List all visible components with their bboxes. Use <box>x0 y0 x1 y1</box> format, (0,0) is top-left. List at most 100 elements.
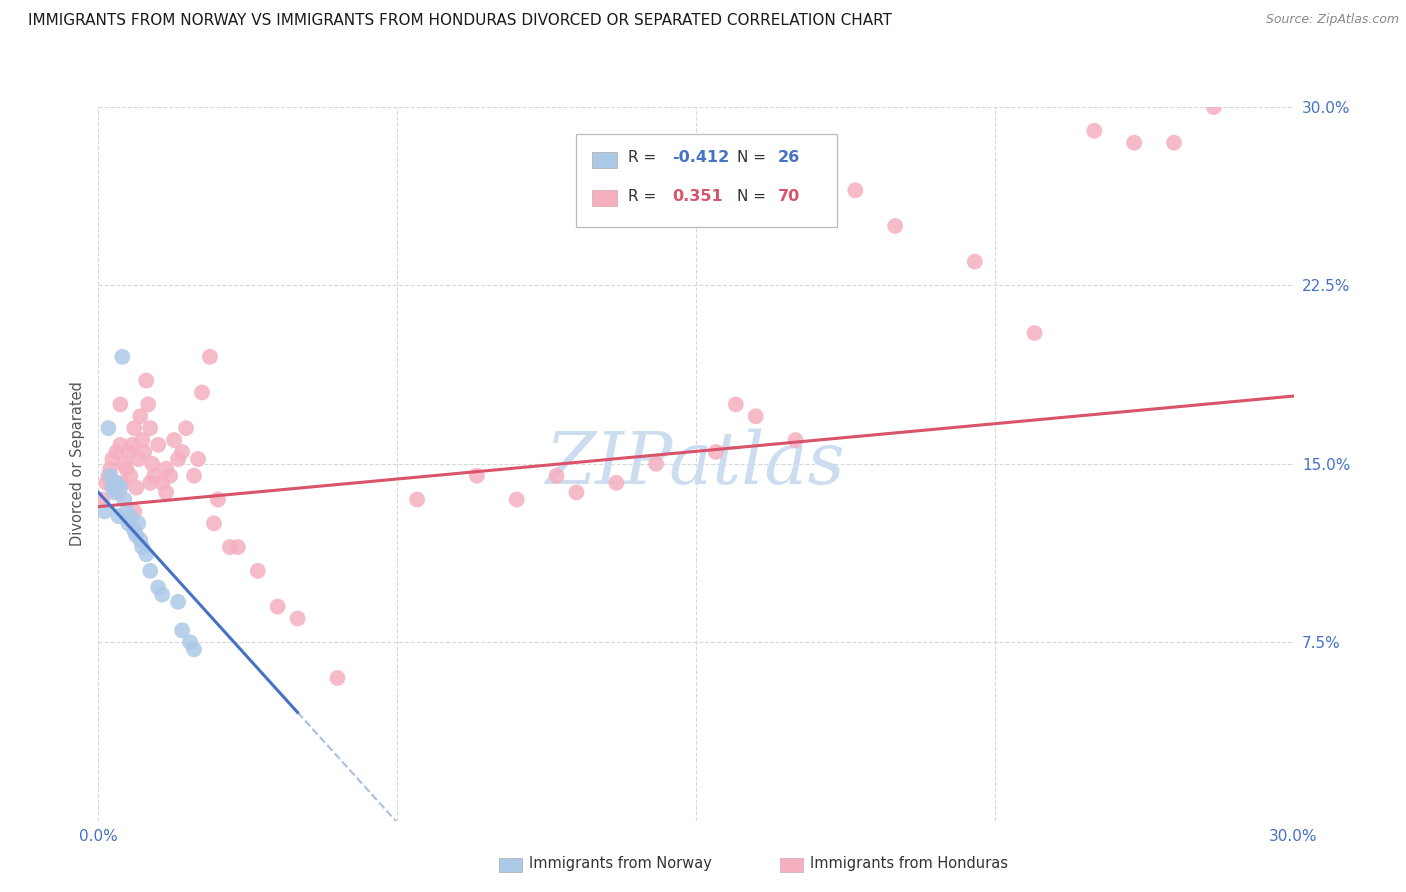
Point <box>124 504 146 518</box>
Point <box>136 397 159 411</box>
Point <box>143 468 166 483</box>
Point <box>117 445 139 459</box>
Point <box>565 485 588 500</box>
Point <box>1123 136 1146 150</box>
Text: N =: N = <box>737 151 770 165</box>
Point <box>112 457 135 471</box>
Point <box>103 485 125 500</box>
Point <box>125 481 148 495</box>
Text: Source: ZipAtlas.com: Source: ZipAtlas.com <box>1265 13 1399 27</box>
Y-axis label: Divorced or Separated: Divorced or Separated <box>70 382 86 546</box>
Point <box>179 635 201 649</box>
Point <box>131 540 153 554</box>
Point <box>198 350 221 364</box>
Point <box>546 468 568 483</box>
Point <box>111 350 134 364</box>
Point <box>785 433 807 447</box>
Point <box>191 385 214 400</box>
Point <box>101 452 124 467</box>
Point <box>1083 124 1105 138</box>
Text: IMMIGRANTS FROM NORWAY VS IMMIGRANTS FROM HONDURAS DIVORCED OR SEPARATED CORRELA: IMMIGRANTS FROM NORWAY VS IMMIGRANTS FRO… <box>28 13 893 29</box>
Text: N =: N = <box>737 189 770 203</box>
Point <box>1202 100 1225 114</box>
Point <box>406 492 429 507</box>
Point <box>163 433 186 447</box>
Point <box>135 547 157 561</box>
Point <box>105 445 128 459</box>
Point <box>110 481 132 495</box>
Point <box>105 475 128 490</box>
Point <box>101 481 124 495</box>
Point <box>129 409 152 424</box>
Point <box>98 468 122 483</box>
Point <box>963 254 986 268</box>
Point <box>131 433 153 447</box>
Point <box>1024 326 1046 340</box>
Point <box>93 504 115 518</box>
Point <box>107 509 129 524</box>
Point <box>167 452 190 467</box>
Point <box>124 421 146 435</box>
Point <box>506 492 529 507</box>
Point <box>226 540 249 554</box>
Text: ZIPatlas: ZIPatlas <box>546 428 846 500</box>
Point <box>134 445 156 459</box>
Point <box>172 624 194 638</box>
Point <box>159 468 181 483</box>
Text: -0.412: -0.412 <box>672 151 730 165</box>
Point <box>745 409 768 424</box>
Point <box>645 457 668 471</box>
Point <box>1163 136 1185 150</box>
Point <box>115 461 138 475</box>
Point <box>124 524 146 538</box>
Point <box>605 475 627 490</box>
Text: R =: R = <box>628 151 662 165</box>
Point <box>148 438 170 452</box>
Point <box>98 461 122 475</box>
Point <box>202 516 225 531</box>
Point <box>704 445 727 459</box>
Point <box>287 611 309 625</box>
Point <box>219 540 242 554</box>
Point <box>97 468 120 483</box>
Point <box>183 468 205 483</box>
Point <box>465 468 488 483</box>
Text: Immigrants from Honduras: Immigrants from Honduras <box>810 856 1008 871</box>
Point <box>844 183 866 197</box>
Text: 70: 70 <box>778 189 800 203</box>
Point <box>120 468 142 483</box>
Point <box>103 481 125 495</box>
Text: 0.351: 0.351 <box>672 189 723 203</box>
Point <box>120 509 142 524</box>
Point <box>96 475 118 490</box>
Point <box>111 475 134 490</box>
Point <box>884 219 907 233</box>
Text: R =: R = <box>628 189 666 203</box>
Point <box>107 485 129 500</box>
Point <box>326 671 349 685</box>
Point <box>267 599 290 614</box>
Point <box>207 492 229 507</box>
Point <box>150 475 173 490</box>
Point <box>115 504 138 518</box>
Point <box>125 528 148 542</box>
Point <box>112 492 135 507</box>
Point <box>183 642 205 657</box>
Point <box>155 461 177 475</box>
Point <box>155 485 177 500</box>
Point <box>117 516 139 531</box>
Point <box>187 452 209 467</box>
Point <box>141 457 163 471</box>
Point <box>724 397 747 411</box>
Text: 26: 26 <box>778 151 800 165</box>
Point <box>135 374 157 388</box>
Point <box>174 421 197 435</box>
Point <box>139 421 162 435</box>
Point <box>91 492 114 507</box>
Point <box>139 475 162 490</box>
Point <box>127 516 149 531</box>
Point <box>127 452 149 467</box>
Point <box>129 533 152 547</box>
Point <box>121 438 143 452</box>
Point <box>139 564 162 578</box>
